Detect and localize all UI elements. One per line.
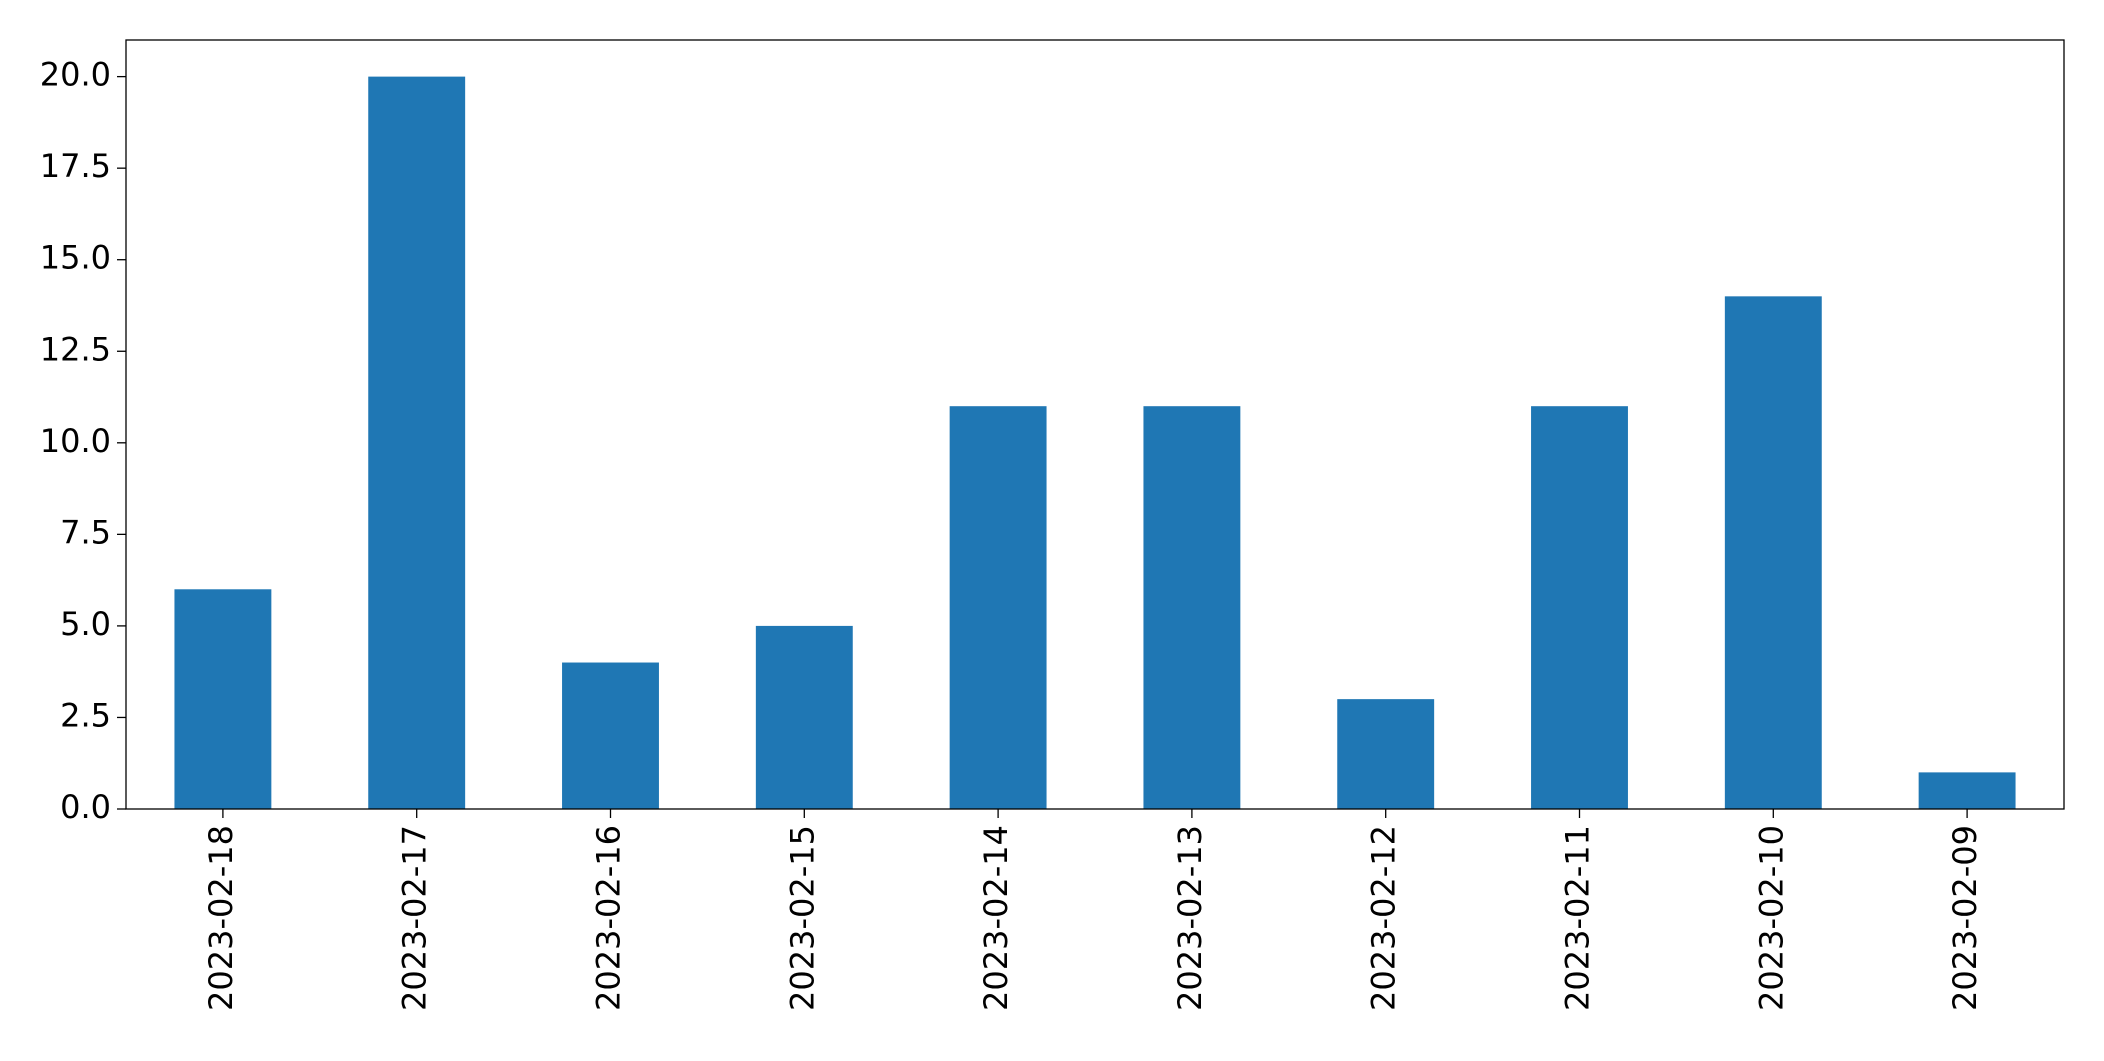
y-tick-label: 12.5 bbox=[40, 330, 111, 368]
x-tick-label: 2023-02-10 bbox=[1752, 825, 1790, 1011]
x-tick-label: 2023-02-09 bbox=[1946, 825, 1984, 1011]
bar bbox=[755, 625, 853, 809]
y-tick-label: 5.0 bbox=[60, 605, 111, 643]
y-tick-label: 17.5 bbox=[40, 147, 111, 185]
bar bbox=[562, 662, 659, 809]
bar bbox=[1724, 296, 1822, 809]
x-tick-label: 2023-02-13 bbox=[1171, 825, 1209, 1011]
y-tick-label: 0.0 bbox=[60, 788, 111, 826]
y-tick-label: 7.5 bbox=[60, 513, 111, 551]
y-tick-label: 20.0 bbox=[40, 56, 111, 94]
bar bbox=[368, 76, 466, 810]
x-tick-label: 2023-02-16 bbox=[590, 825, 628, 1011]
bar bbox=[949, 406, 1047, 809]
x-tick-label: 2023-02-12 bbox=[1365, 825, 1403, 1011]
plot-frame bbox=[125, 39, 2065, 810]
x-tick-label: 2023-02-17 bbox=[396, 825, 434, 1011]
x-tick-label: 2023-02-11 bbox=[1559, 825, 1597, 1011]
y-tick-label: 2.5 bbox=[60, 696, 111, 734]
bar bbox=[1531, 406, 1628, 809]
y-tick-label: 10.0 bbox=[40, 422, 111, 460]
bar bbox=[1143, 406, 1241, 809]
bar bbox=[1918, 772, 2016, 809]
x-tick-label: 2023-02-18 bbox=[202, 825, 240, 1011]
x-tick-label: 2023-02-15 bbox=[783, 825, 821, 1011]
y-tick-label: 15.0 bbox=[40, 239, 111, 277]
bar bbox=[174, 589, 272, 809]
bar bbox=[1337, 699, 1435, 809]
x-tick-label: 2023-02-14 bbox=[977, 825, 1015, 1011]
